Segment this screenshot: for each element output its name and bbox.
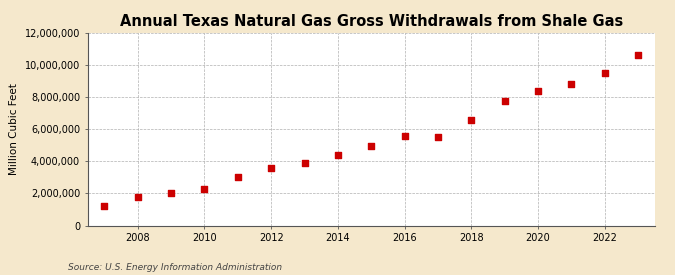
Point [266, 166, 277, 170]
Point [199, 187, 210, 192]
Point [566, 82, 576, 87]
Y-axis label: Million Cubic Feet: Million Cubic Feet [9, 83, 19, 175]
Point [466, 117, 477, 122]
Point [599, 71, 610, 75]
Point [533, 89, 543, 93]
Point [433, 135, 443, 139]
Point [500, 99, 510, 103]
Point [333, 153, 344, 157]
Point [366, 144, 377, 148]
Point [232, 175, 243, 180]
Point [399, 134, 410, 139]
Point [632, 53, 643, 58]
Point [166, 191, 177, 196]
Point [299, 161, 310, 165]
Point [99, 204, 110, 208]
Text: Source: U.S. Energy Information Administration: Source: U.S. Energy Information Administ… [68, 263, 281, 272]
Point [132, 195, 143, 200]
Title: Annual Texas Natural Gas Gross Withdrawals from Shale Gas: Annual Texas Natural Gas Gross Withdrawa… [119, 14, 623, 29]
